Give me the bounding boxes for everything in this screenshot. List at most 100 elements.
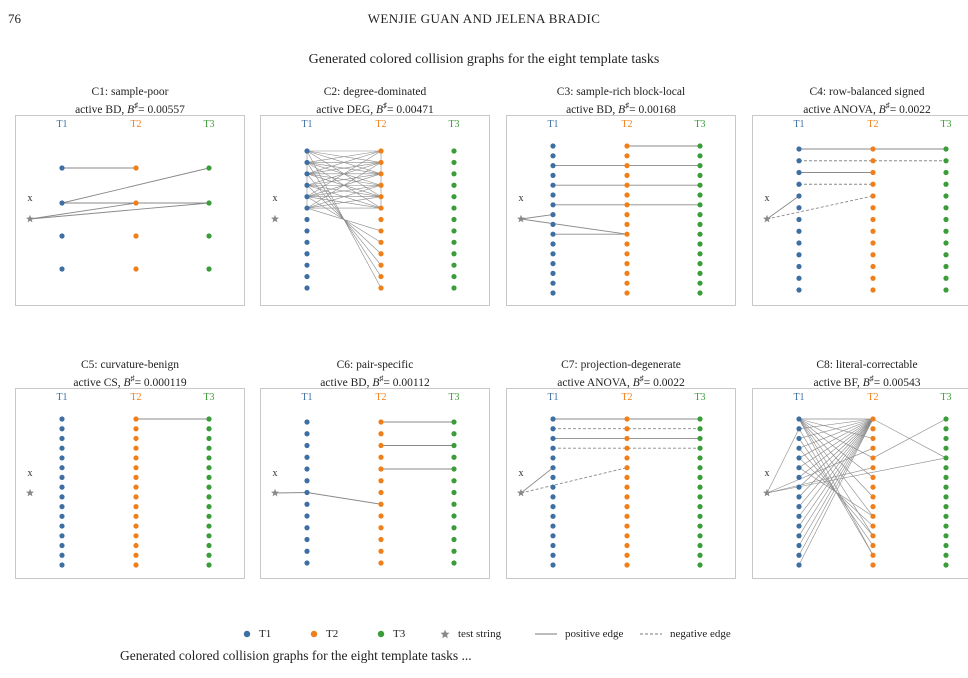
bsharp-value: = 0.0022 (643, 376, 685, 389)
node-t2 (870, 504, 876, 510)
node-t1 (550, 445, 556, 451)
node-t1 (796, 533, 802, 539)
node-t3 (206, 426, 212, 432)
node-t1 (59, 455, 65, 461)
legend-t2-label: T2 (326, 628, 339, 640)
bsharp-symbol: B (123, 376, 131, 389)
node-t2 (624, 542, 630, 549)
panel-subtitle: active BF, B♯= 0.00543 (813, 374, 921, 389)
node-t3 (943, 287, 949, 293)
collision-graph: T1 T2 T3 x (271, 392, 460, 566)
node-t2 (624, 163, 630, 169)
node-t1 (59, 562, 65, 568)
node-t3 (943, 158, 949, 164)
node-t3 (943, 513, 949, 519)
node-t1 (796, 552, 802, 558)
node-t2 (378, 466, 384, 472)
bsharp-value: = 0.00471 (387, 103, 434, 116)
node-t2 (133, 445, 139, 451)
node-t3 (451, 205, 457, 211)
node-t2 (870, 252, 876, 258)
node-t3 (206, 533, 212, 539)
node-t2 (378, 194, 384, 200)
node-t1 (796, 169, 802, 176)
node-t3 (206, 494, 212, 500)
bsharp-value: = 0.00557 (138, 103, 185, 116)
column-label-t3: T3 (940, 119, 951, 130)
node-t3 (451, 148, 457, 154)
panel-title: C6: pair-specific (336, 359, 414, 371)
panel-header: C1: sample-poor active BD, B♯= 0.00557 (15, 85, 245, 117)
node-t2 (378, 159, 384, 166)
node-t3 (451, 171, 457, 177)
node-t3 (943, 169, 949, 176)
node-t3 (451, 442, 457, 449)
column-label-t1: T1 (301, 392, 312, 403)
node-t3 (943, 146, 949, 152)
positive-edge (798, 418, 874, 517)
node-t2 (870, 205, 876, 211)
panel-subtitle: active BD, B♯= 0.00557 (75, 101, 185, 116)
node-t2 (624, 513, 630, 519)
node-t1 (59, 504, 65, 510)
legend-t2: T2 (310, 626, 338, 642)
node-t1 (304, 171, 310, 177)
bsharp-value: = 0.00168 (629, 103, 676, 116)
node-t1 (304, 454, 310, 460)
node-t1 (304, 548, 310, 554)
node-t2 (133, 435, 139, 442)
node-t3 (206, 165, 212, 171)
collision-graph: T1 T2 T3 x (26, 119, 215, 272)
legend-negative-label: negative edge (670, 628, 731, 640)
node-t1 (304, 489, 310, 496)
node-t1 (550, 523, 556, 529)
node-t3 (451, 182, 457, 188)
node-t1 (550, 172, 556, 178)
dashed-line-icon (640, 633, 662, 635)
panel-header: C4: row-balanced signed active ANOVA, B♯=… (752, 85, 968, 117)
node-t3 (206, 542, 212, 549)
bsharp-symbol: B (375, 103, 383, 116)
column-label-t2: T2 (130, 119, 141, 130)
node-t1 (304, 262, 310, 268)
panel-title: C5: curvature-benign (80, 359, 180, 371)
node-t1 (59, 435, 65, 442)
node-t1 (304, 216, 310, 223)
node-t2 (133, 233, 139, 239)
node-t3 (943, 542, 949, 549)
positive-edge (306, 492, 382, 505)
bsharp-symbol: B (878, 103, 886, 116)
node-t2 (624, 153, 630, 159)
node-t3 (451, 489, 457, 496)
node-t3 (206, 435, 212, 442)
node-t3 (697, 484, 703, 490)
node-t1 (550, 182, 556, 188)
node-t2 (133, 165, 139, 171)
panel-header: C8: literal-correctable active BF, B♯= 0.… (752, 358, 968, 390)
node-t3 (206, 474, 212, 480)
node-t1 (796, 416, 802, 422)
node-t2 (870, 169, 876, 176)
node-t2 (870, 474, 876, 480)
node-t1 (550, 504, 556, 510)
node-t2 (624, 533, 630, 539)
node-t2 (378, 525, 384, 531)
graph-box: T1 T2 T3 x (15, 115, 245, 306)
node-t1 (796, 474, 802, 480)
positive-edge (872, 418, 947, 459)
column-label-t1: T1 (301, 119, 312, 130)
legend-test-label: test string (458, 628, 502, 640)
page-number: 76 (8, 11, 21, 26)
t2-dot-icon (310, 630, 318, 638)
node-t2 (870, 445, 876, 451)
node-t3 (206, 465, 212, 471)
node-t1 (59, 426, 65, 432)
node-t3 (451, 525, 457, 531)
node-t1 (550, 513, 556, 519)
node-t2 (378, 431, 384, 437)
negative-edge (520, 467, 628, 494)
node-t3 (697, 542, 703, 549)
node-t2 (624, 251, 630, 257)
node-t2 (870, 513, 876, 519)
node-t2 (870, 240, 876, 246)
